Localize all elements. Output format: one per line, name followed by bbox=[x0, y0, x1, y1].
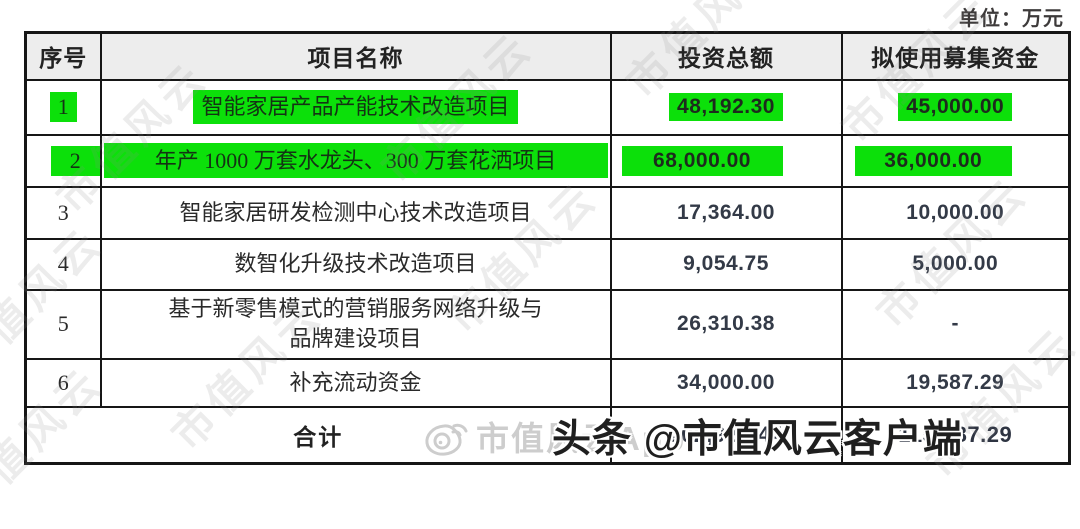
total-label: 合计 bbox=[24, 405, 612, 465]
highlighted-value: 1 bbox=[49, 92, 77, 122]
fundraising-projects-table: 序号 项目名称 投资总额 拟使用募集资金 1 智能家居产品产能技术改造项目 48… bbox=[24, 31, 1071, 465]
table-row: 4 数智化升级技术改造项目 9,054.75 5,000.00 bbox=[24, 237, 1071, 291]
investment-cell: 48,192.30 bbox=[609, 78, 843, 136]
row-no: 4 bbox=[24, 237, 102, 291]
row-no: 5 bbox=[24, 288, 102, 360]
project-name-cell: 智能家居产品产能技术改造项目 bbox=[99, 78, 612, 136]
highlighted-value: 36,000.00 bbox=[854, 145, 1012, 176]
row-no: 3 bbox=[24, 185, 102, 240]
raised-cell: 36,000.00 bbox=[840, 133, 1071, 188]
col-header-no: 序号 bbox=[24, 31, 102, 81]
total-row: 合计 202,921.44 115,587.29 bbox=[24, 405, 1071, 465]
table-row: 3 智能家居研发检测中心技术改造项目 17,364.00 10,000.00 bbox=[24, 185, 1071, 240]
highlighted-value: 2 bbox=[51, 145, 99, 176]
project-name-text: 基于新零售模式的营销服务网络升级与品牌建设项目 bbox=[168, 296, 543, 351]
table-row: 2 年产 1000 万套水龙头、300 万套花洒项目 68,000.00 36,… bbox=[24, 133, 1071, 188]
row-no: 1 bbox=[24, 78, 102, 136]
raised-cell: 5,000.00 bbox=[840, 237, 1071, 291]
weibo-eye-icon bbox=[425, 423, 468, 456]
raised-cell: 19,587.29 bbox=[840, 357, 1071, 408]
raised-cell: - bbox=[840, 288, 1071, 360]
app-watermark-label: 市值风云App bbox=[476, 420, 687, 457]
table-row: 5 基于新零售模式的营销服务网络升级与品牌建设项目 26,310.38 - bbox=[24, 288, 1071, 360]
highlighted-value: 68,000.00 bbox=[621, 145, 783, 176]
row-no: 2 bbox=[24, 133, 102, 188]
project-name-cell: 基于新零售模式的营销服务网络升级与品牌建设项目 bbox=[99, 288, 612, 360]
toutiao-watermark: 头条 @市值风云客户端 bbox=[552, 418, 963, 461]
highlighted-value: 智能家居产品产能技术改造项目 bbox=[193, 90, 518, 124]
col-header-project-name: 项目名称 bbox=[99, 31, 612, 81]
project-name-cell: 数智化升级技术改造项目 bbox=[99, 237, 612, 291]
total-investment: 202,921.44 bbox=[609, 405, 843, 465]
highlighted-value: 45,000.00 bbox=[898, 93, 1013, 121]
unit-label: 单位：万元 bbox=[959, 8, 1064, 30]
highlighted-value: 48,192.30 bbox=[669, 93, 783, 121]
row-no: 6 bbox=[24, 357, 102, 408]
project-name-cell: 年产 1000 万套水龙头、300 万套花洒项目 bbox=[99, 133, 612, 188]
highlighted-value: 年产 1000 万套水龙头、300 万套花洒项目 bbox=[103, 142, 608, 179]
investment-cell: 26,310.38 bbox=[609, 288, 843, 360]
project-name-cell: 智能家居研发检测中心技术改造项目 bbox=[99, 185, 612, 240]
investment-cell: 9,054.75 bbox=[609, 237, 843, 291]
investment-cell: 34,000.00 bbox=[609, 357, 843, 408]
header-row: 序号 项目名称 投资总额 拟使用募集资金 bbox=[24, 31, 1071, 81]
col-header-total-investment: 投资总额 bbox=[609, 31, 843, 81]
investment-cell: 68,000.00 bbox=[609, 133, 843, 188]
app-watermark: 市值风云App bbox=[424, 412, 686, 460]
table-row: 6 补充流动资金 34,000.00 19,587.29 bbox=[24, 357, 1071, 408]
project-name-cell: 补充流动资金 bbox=[99, 357, 612, 408]
raised-cell: 45,000.00 bbox=[840, 78, 1071, 136]
investment-cell: 17,364.00 bbox=[609, 185, 843, 240]
col-header-raised-funds: 拟使用募集资金 bbox=[840, 31, 1071, 81]
table-row: 1 智能家居产品产能技术改造项目 48,192.30 45,000.00 bbox=[24, 78, 1071, 136]
total-raised: 115,587.29 bbox=[840, 405, 1071, 465]
raised-cell: 10,000.00 bbox=[840, 185, 1071, 240]
